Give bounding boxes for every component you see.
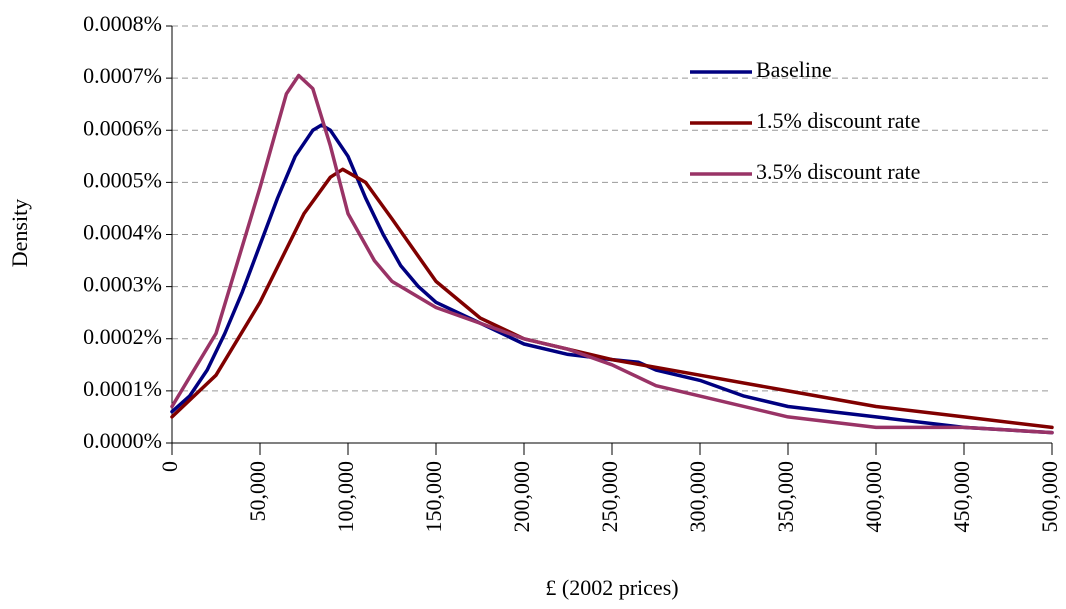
x-tick-label: 500,000 <box>1037 461 1062 533</box>
legend-label: 1.5% discount rate <box>756 108 920 133</box>
y-tick-label: 0.0001% <box>83 376 162 401</box>
series-line <box>170 123 1054 435</box>
legend-label: 3.5% discount rate <box>756 159 920 184</box>
y-tick-label: 0.0007% <box>83 63 162 88</box>
y-tick-label: 0.0002% <box>83 324 162 349</box>
x-tick-label: 300,000 <box>685 461 710 533</box>
y-axis-title: Density <box>7 199 32 267</box>
y-tick-label: 0.0000% <box>83 428 162 453</box>
legend-label: Baseline <box>756 57 832 82</box>
series-line <box>170 167 1054 430</box>
y-tick-label: 0.0003% <box>83 272 162 297</box>
x-tick-label: 400,000 <box>861 461 886 533</box>
x-tick-label: 200,000 <box>509 461 534 533</box>
x-tick-label: 0 <box>157 461 182 472</box>
x-tick-label: 250,000 <box>597 461 622 533</box>
y-tick-label: 0.0005% <box>83 167 162 192</box>
x-tick-label: 450,000 <box>949 461 974 533</box>
y-tick-label: 0.0004% <box>83 220 162 245</box>
x-tick-label: 50,000 <box>245 461 270 522</box>
x-tick-label: 100,000 <box>333 461 358 533</box>
x-tick-label: 150,000 <box>421 461 446 533</box>
x-axis-title: £ (2002 prices) <box>545 575 678 600</box>
series-line <box>170 73 1054 435</box>
x-tick-label: 350,000 <box>773 461 798 533</box>
y-tick-label: 0.0006% <box>83 115 162 140</box>
y-tick-label: 0.0008% <box>83 11 162 36</box>
